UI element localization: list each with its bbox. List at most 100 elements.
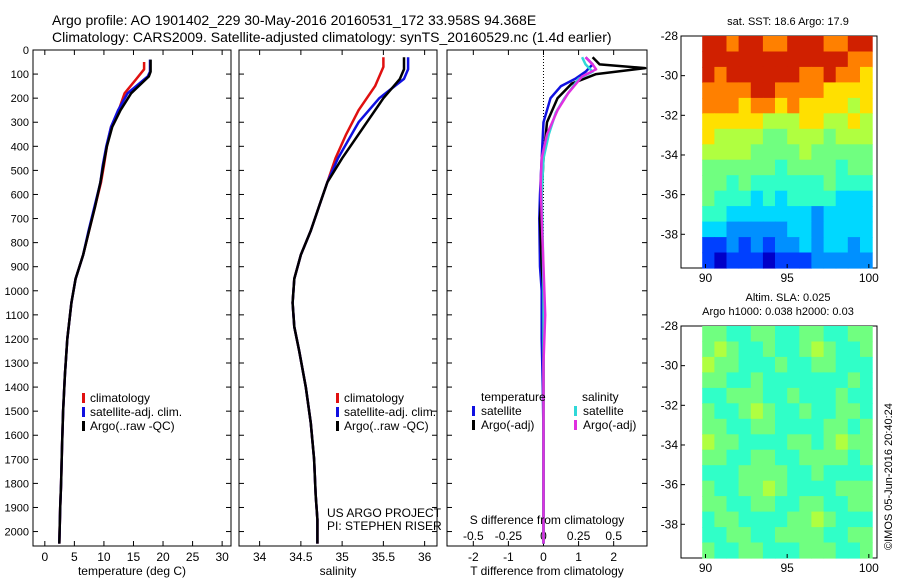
sla-map-title: Altim. SLA: 0.025 (746, 292, 831, 304)
map-cell (762, 221, 776, 238)
map-cell (714, 511, 728, 528)
map-cell (860, 341, 873, 358)
map-cell (738, 51, 752, 68)
map-cell (823, 356, 837, 373)
map-cell (860, 144, 873, 161)
map-cell (860, 403, 873, 420)
map-cell (823, 175, 837, 192)
map-cell (787, 175, 800, 192)
map-cell (702, 341, 715, 358)
pi-credit: PI: STEPHEN RISER (327, 519, 442, 533)
map-cell (811, 237, 825, 254)
y-tick-label: 1700 (5, 454, 29, 466)
map-cell (702, 449, 715, 466)
map-cell (762, 480, 776, 497)
map-cell (762, 113, 776, 130)
map-cell (714, 341, 728, 358)
map-cell (823, 82, 837, 99)
map-cell (847, 480, 861, 497)
map-cell (811, 190, 825, 207)
map-cell (847, 51, 861, 68)
legend-label: Argo(..raw -QC) (344, 419, 429, 433)
map-cell (823, 434, 837, 451)
map-cell (762, 97, 776, 114)
map-cell (775, 434, 788, 451)
map-cell (702, 372, 715, 389)
map-cell (811, 449, 825, 466)
legend-swatch (472, 406, 475, 416)
map-cell (738, 326, 752, 343)
map-cell (799, 356, 812, 373)
map-cell (775, 144, 788, 161)
map-cell (811, 113, 825, 130)
map-cell (860, 97, 873, 114)
map-cell (750, 372, 764, 389)
map-cell (799, 190, 812, 207)
map-cell (811, 66, 825, 83)
map-cell (847, 418, 861, 435)
map-cell (823, 97, 837, 114)
map-y-tick-label: -30 (661, 359, 679, 373)
map-cell (811, 527, 825, 544)
map-cell (750, 252, 764, 269)
map-cell (823, 237, 837, 254)
map-cell (750, 221, 764, 238)
map-cell (726, 237, 740, 254)
map-cell (860, 480, 873, 497)
map-cell (726, 175, 740, 192)
map-cell (702, 480, 715, 497)
map-cell (702, 221, 715, 238)
map-cell (835, 326, 849, 343)
map-cell (823, 511, 837, 528)
map-cell (847, 449, 861, 466)
x-tick-label: 36 (418, 550, 432, 564)
map-cell (799, 36, 812, 53)
header-line-1: Argo profile: AO 1901402_229 30-May-2016… (52, 12, 536, 28)
map-cell (738, 527, 752, 544)
map-cell (823, 341, 837, 358)
map-cell (762, 206, 776, 223)
x-tick-label: 35.5 (372, 550, 396, 564)
map-cell (738, 175, 752, 192)
map-cell (702, 511, 715, 528)
y-tick-label: 100 (11, 69, 29, 81)
x-tick-label: 35 (335, 550, 349, 564)
map-cell (835, 36, 849, 53)
map-cell (726, 326, 740, 343)
s-difference-label: S difference from climatology (470, 513, 625, 527)
legend-swatch (472, 420, 475, 430)
map-cell (775, 542, 788, 559)
map-cell (775, 128, 788, 145)
map-cell (799, 434, 812, 451)
y-tick-label: 400 (11, 141, 29, 153)
map-cell (714, 403, 728, 420)
map-cell (775, 326, 788, 343)
map-cell (750, 496, 764, 513)
map-cell (702, 465, 715, 482)
map-cell (787, 480, 800, 497)
map-cell (775, 175, 788, 192)
map-cell (775, 449, 788, 466)
map-cell (762, 144, 776, 161)
map-cell (835, 511, 849, 528)
map-cell (702, 144, 715, 161)
map-cell (762, 465, 776, 482)
map-cell (750, 418, 764, 435)
x-tick-label: 30 (215, 550, 229, 564)
map-cell (775, 496, 788, 513)
map-cell (762, 387, 776, 404)
map-cell (811, 341, 825, 358)
s-tick-label: 0.5 (605, 529, 622, 543)
sst-map-panel: sat. SST: 18.6 Argo: 17.9 90 95 100 -28 -30 -… (661, 16, 880, 285)
map-cell (775, 341, 788, 358)
map-cell (702, 97, 715, 114)
salinity-xlabel: salinity (320, 564, 357, 578)
map-cell (835, 403, 849, 420)
map-x-tick-label: 95 (780, 561, 794, 575)
map-cell (835, 387, 849, 404)
map-cell (823, 252, 837, 269)
map-cell (860, 206, 873, 223)
map-cell (787, 527, 800, 544)
map-cell (775, 190, 788, 207)
map-cell (799, 221, 812, 238)
